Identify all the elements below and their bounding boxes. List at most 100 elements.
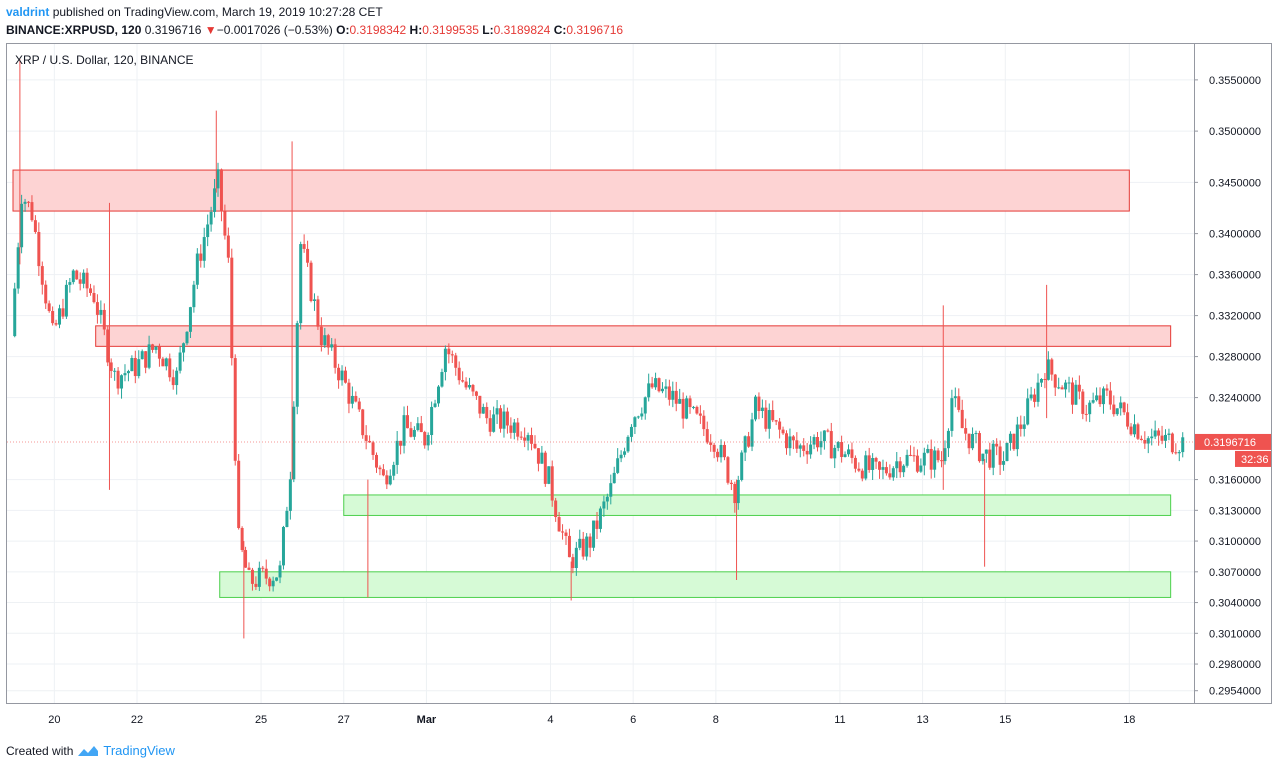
time-axis: 20 22 25 27 Mar 4 6 8 11 13 15 18 (48, 714, 1135, 726)
time-tick-label: 13 (916, 714, 928, 726)
candle-body (726, 457, 730, 483)
candle-body (523, 437, 527, 441)
candle-body (61, 308, 65, 317)
candle-body (16, 247, 20, 289)
candle-body (940, 460, 944, 462)
candle-body (154, 346, 158, 350)
candle-body (395, 440, 399, 465)
candle-body (826, 430, 830, 432)
price-tick-label: 0.3450000 (1209, 177, 1261, 189)
tradingview-logo-icon (78, 745, 99, 756)
candle-body (219, 169, 223, 212)
candle-body (1136, 424, 1140, 439)
candle-body (929, 448, 933, 470)
candle-body (650, 383, 654, 388)
candle-body (592, 520, 596, 548)
candle-body (1112, 404, 1116, 415)
candle-body (102, 309, 106, 330)
last-price-tag-bg (1195, 433, 1271, 450)
candle-body (612, 472, 616, 484)
candle-body (488, 418, 492, 432)
candle-body (953, 396, 957, 399)
candle-body (902, 465, 906, 473)
candle-body (423, 432, 427, 446)
author-link[interactable]: valdrint (6, 5, 50, 19)
candle-body (991, 443, 995, 468)
candle-body (812, 437, 816, 445)
candle-body (1132, 424, 1136, 435)
candle-body (971, 433, 975, 449)
candle-body (909, 454, 913, 456)
candle-body (1174, 452, 1178, 454)
candle-body (1036, 382, 1040, 402)
candle-body (426, 435, 430, 446)
candle-body (288, 479, 292, 511)
candles (13, 59, 1185, 639)
candle-body (898, 461, 902, 473)
candle-body (688, 398, 692, 408)
candle-body (285, 510, 289, 527)
candle-body (836, 442, 840, 448)
time-tick-label: 8 (713, 714, 719, 726)
candle-body (1115, 408, 1119, 415)
candle-body (505, 411, 509, 426)
candle-body (388, 475, 392, 485)
price-tick-label: 0.3500000 (1209, 126, 1261, 138)
candle-body (712, 444, 716, 452)
candle-body (312, 299, 316, 302)
candle-body (192, 284, 196, 308)
candle-body (757, 396, 761, 411)
candle-body (471, 384, 475, 392)
candle-body (1095, 395, 1099, 401)
candle-body (237, 460, 241, 528)
candle-body (609, 483, 613, 497)
candle-body (926, 448, 930, 453)
candle-body (888, 473, 892, 478)
candle-body (595, 520, 599, 529)
candle-body (1015, 424, 1019, 450)
candle-body (946, 430, 950, 449)
candle-body (526, 435, 530, 441)
candle-body (1150, 436, 1154, 439)
candle-body (1167, 433, 1171, 435)
candle-body (840, 442, 844, 457)
candle-body (113, 370, 117, 372)
candle-body (357, 401, 361, 410)
candle-body (733, 484, 737, 504)
price-tick-label: 0.3040000 (1209, 598, 1261, 610)
time-tick-label: 25 (255, 714, 267, 726)
candle-body (605, 496, 609, 502)
candle-body (157, 346, 161, 359)
tradingview-brand-link[interactable]: TradingView (103, 743, 175, 758)
candle-body (474, 391, 478, 396)
candle-body (554, 500, 558, 518)
candle-body (195, 253, 199, 285)
candle-body (764, 407, 768, 429)
candle-body (37, 231, 41, 267)
candle-body (51, 311, 55, 324)
candle-body (695, 406, 699, 414)
price-tick-label: 0.3550000 (1209, 75, 1261, 87)
candle-body (1064, 382, 1068, 390)
candle-body (319, 326, 323, 346)
candlestick-chart[interactable]: XRP / U.S. Dollar, 120, BINANCE 0.355000… (6, 43, 1272, 739)
candle-body (1050, 359, 1054, 375)
price-tick-label: 0.3400000 (1209, 229, 1261, 241)
candle-body (85, 272, 89, 289)
candle-body (809, 444, 813, 455)
candle-body (788, 436, 792, 449)
candle-body (781, 429, 785, 434)
candle-body (1105, 388, 1109, 391)
candle-body (640, 413, 644, 417)
chart-area[interactable]: XRP / U.S. Dollar, 120, BINANCE 0.355000… (6, 43, 1272, 739)
candle-body (561, 531, 565, 533)
support-zone (219, 571, 1172, 598)
candle-body (130, 357, 134, 372)
candle-body (1098, 395, 1102, 405)
candle-body (988, 449, 992, 468)
candle-body (1153, 430, 1157, 437)
candle-body (664, 386, 668, 389)
candle-body (1129, 426, 1133, 435)
candle-body (95, 302, 99, 315)
candle-body (550, 466, 554, 501)
